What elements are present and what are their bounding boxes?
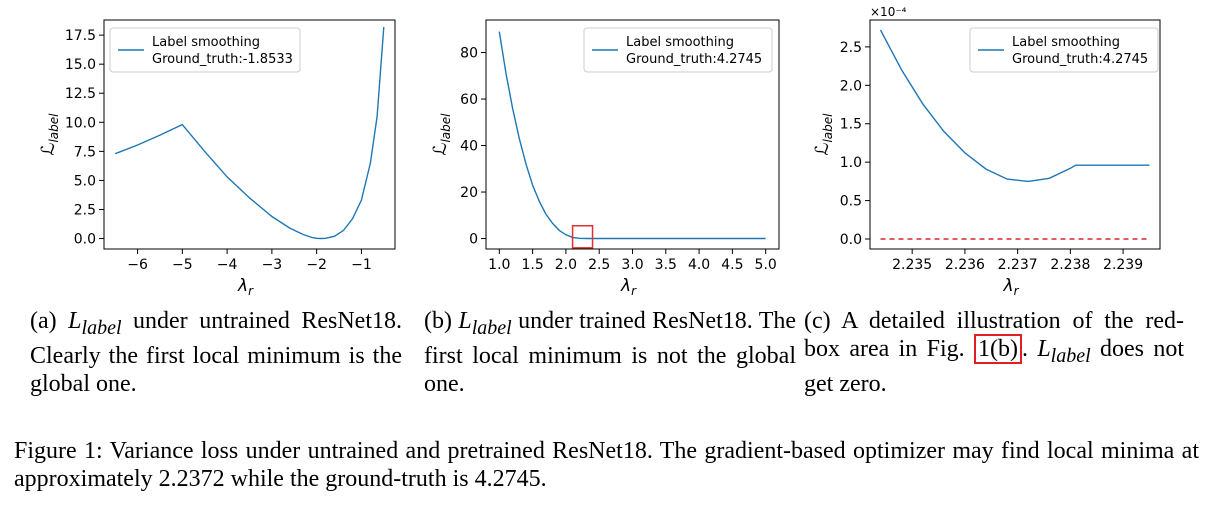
chart-a-xtick-label: −1 xyxy=(351,257,372,273)
chart-a-ytick-label: 17.5 xyxy=(65,28,96,44)
chart-a-legend-box xyxy=(109,27,301,73)
chart-b-ytick-label: 60 xyxy=(460,92,478,108)
chart-a-xlabel-sub: r xyxy=(248,284,254,298)
chart-a-series-line-0 xyxy=(114,26,385,240)
subcaption-a-sub: label xyxy=(81,316,122,339)
chart-b-legend: Label smoothing Ground_truth:4.2745 xyxy=(583,27,773,73)
subcaption-c-tag: (c) xyxy=(804,308,831,334)
chart-c-xtick-label: 2.238 xyxy=(1050,257,1090,273)
chart-b-xtick-label: 3.5 xyxy=(655,257,677,273)
chart-a-axes-frame xyxy=(103,19,396,250)
chart-c-xtick-label: 2.239 xyxy=(1103,257,1143,273)
chart-b-xtick-label: 5.0 xyxy=(755,257,777,273)
subcaption-b-var: L xyxy=(458,308,472,334)
chart-b-ylabel-sub: label xyxy=(439,113,453,143)
subcaption-b-sub: label xyxy=(471,316,512,339)
chart-a-legend: Label smoothing Ground_truth:-1.8533 xyxy=(109,27,301,73)
subcaption-a-symbol: Llabel xyxy=(68,308,121,339)
chart-b-legend-label: Label smoothing xyxy=(626,35,734,50)
chart-b-ytick-label: 0 xyxy=(469,232,478,248)
figure-caption: Figure 1: Variance loss under untrained … xyxy=(14,438,1199,492)
chart-c-ytick-label: 1.5 xyxy=(840,117,862,133)
subcaption-b: (b) Llabel under trained ResNet18. The f… xyxy=(424,307,796,398)
chart-a-ytick-label: 12.5 xyxy=(65,86,96,102)
chart-a-ytick-label: 15.0 xyxy=(65,57,96,73)
subcaption-b-symbol: Llabel xyxy=(458,308,511,339)
chart-c-ytick-label: 1.0 xyxy=(840,155,862,171)
chart-c-ytick-label: 2.0 xyxy=(840,78,862,94)
chart-a-ytick-label: 7.5 xyxy=(74,144,96,160)
chart-a-xtick-label: −3 xyxy=(262,257,283,273)
chart-b-ytick-label: 40 xyxy=(460,139,478,155)
chart-c-ylabel: ℒlabel xyxy=(812,113,835,156)
subcaption-a-var: L xyxy=(68,308,82,334)
chart-a-ytick-label: 2.5 xyxy=(74,202,96,218)
chart-a-xtick-label: −2 xyxy=(306,257,327,273)
subcaption-b-text: under trained ResNet18. The first local … xyxy=(424,308,797,397)
chart-a-ytick-label: 0.0 xyxy=(74,232,96,248)
chart-b-highlight-box xyxy=(571,225,594,249)
chart-a-xlabel: λr xyxy=(237,276,254,298)
chart-a-ylabel: ℒlabel xyxy=(38,113,61,156)
chart-b-ylabel: ℒlabel xyxy=(430,113,453,156)
chart-b-svg: 1.0 1.5 2.0 2.5 3.0 3.5 4.0 4.5 5.0 0 20 40 60 80 λr ℒl… xyxy=(430,19,780,298)
chart-c-ytick-label: 0.5 xyxy=(840,194,862,210)
chart-c-legend: Label smoothing Ground_truth:4.2745 xyxy=(969,27,1159,73)
chart-c-xlabel: λr xyxy=(1003,276,1020,298)
subcaption-b-tag: (b) xyxy=(424,308,452,334)
chart-c-legend-box xyxy=(969,27,1159,73)
chart-b-legend-label: Ground_truth:4.2745 xyxy=(626,52,762,67)
chart-c-legend-label: Label smoothing xyxy=(1012,35,1120,50)
chart-b-ytick-label: 80 xyxy=(460,46,478,62)
chart-b-xtick-label: 4.5 xyxy=(721,257,743,273)
subcaption-c-var: L xyxy=(1037,336,1051,362)
chart-b-series-line-0 xyxy=(498,31,766,240)
chart-b-ytick-label: 20 xyxy=(460,185,478,201)
chart-panel-a: −6 −5 −4 −3 −2 −1 0.0 2.5 5.0 7.5 10.0 12.5 15.0 17.5… xyxy=(0,0,402,300)
chart-c-xtick-label: 2.236 xyxy=(945,257,985,273)
chart-b-xtick-label: 4.0 xyxy=(688,257,710,273)
chart-c-ylabel-sub: label xyxy=(821,113,835,143)
chart-b-xtick-label: 1.0 xyxy=(488,257,510,273)
chart-a-xtick-label: −6 xyxy=(127,257,148,273)
chart-c-svg: 2.235 2.236 2.237 2.238 2.239 0.0 0.5 1.0 1.5 2.0… xyxy=(812,5,1161,298)
chart-panel-c: 2.235 2.236 2.237 2.238 2.239 0.0 0.5 1.0 1.5 2.0… xyxy=(804,0,1207,300)
subcaption-a-text: under untrained ResNet18. Clearly the fi… xyxy=(30,308,402,397)
chart-b-xtick-label: 2.5 xyxy=(588,257,610,273)
subcaption-a: (a) Llabel under untrained ResNet18. Cle… xyxy=(30,307,402,398)
chart-a-svg: −6 −5 −4 −3 −2 −1 0.0 2.5 5.0 7.5 10.0 12.5 15.0 17.5… xyxy=(38,19,396,298)
chart-c-xlabel-sub: r xyxy=(1014,284,1020,298)
chart-c-scale-label: ×10⁻⁴ xyxy=(870,5,907,19)
subcaption-c-sub: label xyxy=(1050,344,1091,367)
chart-b-xlabel: λr xyxy=(620,276,637,298)
figure-ref-link[interactable]: 1(b) xyxy=(973,334,1022,364)
chart-b-xtick-label: 3.0 xyxy=(621,257,643,273)
chart-a-legend-label: Ground_truth:-1.8533 xyxy=(152,52,293,67)
chart-b-xtick-label: 1.5 xyxy=(521,257,543,273)
chart-c-xtick-label: 2.237 xyxy=(998,257,1038,273)
subcaption-c-post: . xyxy=(1021,336,1028,362)
chart-a-ytick-label: 10.0 xyxy=(65,115,96,131)
chart-b-legend-box xyxy=(583,27,773,73)
chart-c-ytick-label: 2.5 xyxy=(840,40,862,56)
subcaption-c-end: does not get zero. xyxy=(804,336,1185,397)
chart-panel-b: 1.0 1.5 2.0 2.5 3.0 3.5 4.0 4.5 5.0 0 20 40 60 80 λr ℒl… xyxy=(402,0,804,300)
chart-a-xtick-label: −5 xyxy=(172,257,193,273)
chart-a-legend-label: Label smoothing xyxy=(152,35,260,50)
subcaption-c-symbol: Llabel xyxy=(1037,336,1090,367)
chart-a-ylabel-sub: label xyxy=(47,113,61,143)
chart-c-ytick-label: 0.0 xyxy=(840,232,862,248)
chart-c-legend-label: Ground_truth:4.2745 xyxy=(1012,52,1148,67)
chart-a-ytick-label: 5.0 xyxy=(74,173,96,189)
chart-b-xlabel-sub: r xyxy=(631,284,637,298)
chart-c-axes-frame xyxy=(869,19,1161,250)
chart-c-series-line-0 xyxy=(879,29,1150,183)
chart-c-xtick-label: 2.235 xyxy=(892,257,932,273)
subcaption-a-tag: (a) xyxy=(30,308,57,334)
subcaption-c: (c) A detailed illustration of the red-b… xyxy=(804,307,1184,398)
chart-b-xtick-label: 2.0 xyxy=(555,257,577,273)
chart-a-xtick-label: −4 xyxy=(217,257,238,273)
subcaption-c-pre: A detailed illustration of the red-box a… xyxy=(804,308,1184,362)
